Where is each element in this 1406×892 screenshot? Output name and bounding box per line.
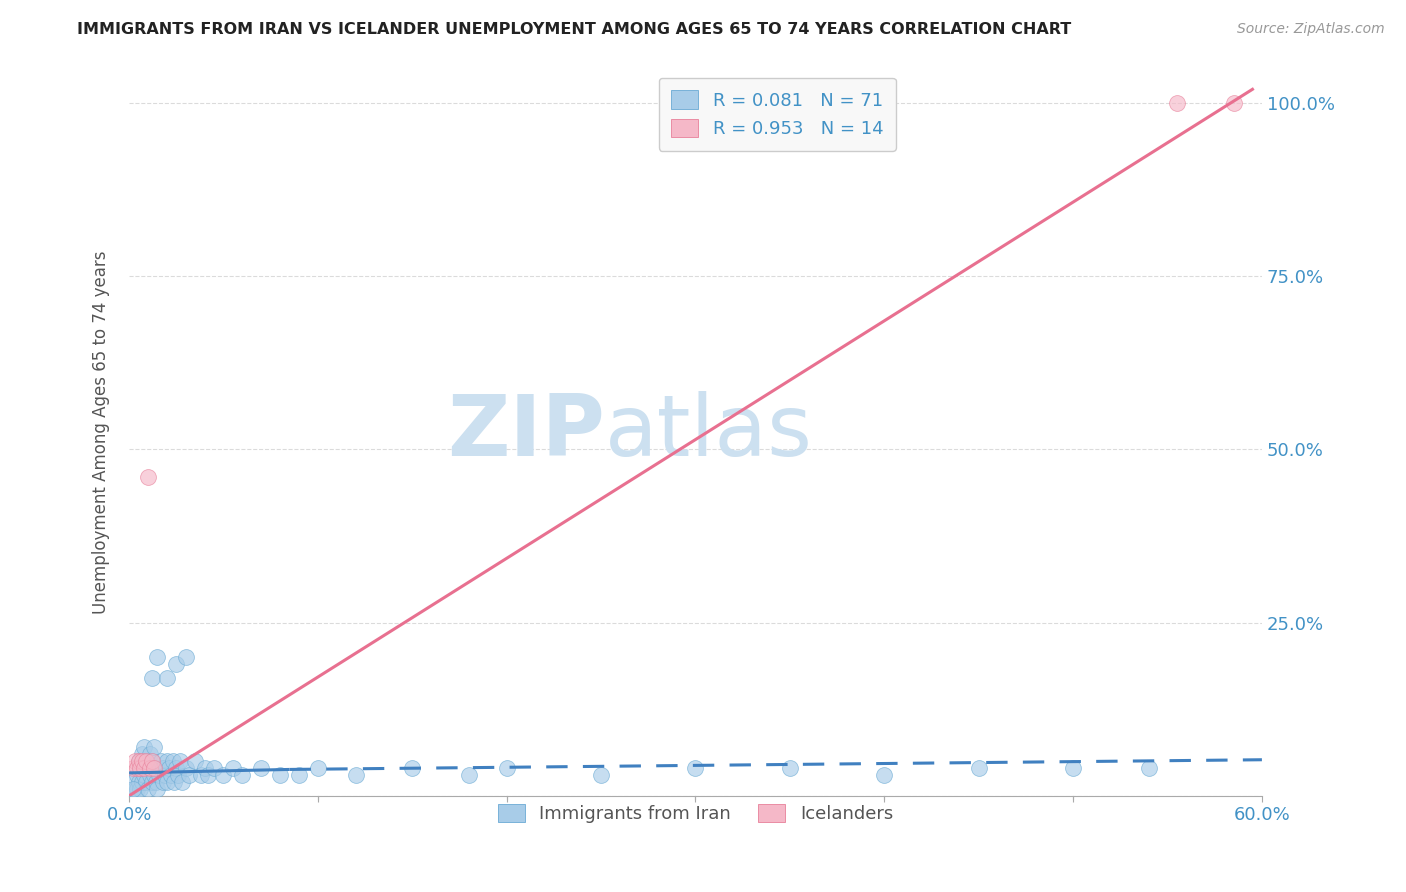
- Point: [967, 761, 990, 775]
- Point: [135, 754, 157, 768]
- Point: [307, 761, 329, 775]
- Point: [139, 747, 162, 762]
- Point: [167, 768, 190, 782]
- Point: [197, 768, 219, 782]
- Text: IMMIGRANTS FROM IRAN VS ICELANDER UNEMPLOYMENT AMONG AGES 65 TO 74 YEARS CORRELA: IMMIGRANTS FROM IRAN VS ICELANDER UNEMPL…: [77, 22, 1071, 37]
- Point: [194, 761, 217, 775]
- Point: [142, 740, 165, 755]
- Point: [269, 768, 291, 782]
- Point: [124, 754, 146, 768]
- Point: [212, 768, 235, 782]
- Point: [136, 761, 159, 775]
- Point: [288, 768, 311, 782]
- Point: [873, 768, 896, 782]
- Point: [125, 761, 148, 775]
- Point: [129, 761, 152, 775]
- Point: [131, 754, 153, 768]
- Point: [591, 768, 613, 782]
- Point: [685, 761, 707, 775]
- Point: [135, 775, 157, 789]
- Point: [222, 761, 245, 775]
- Point: [169, 754, 191, 768]
- Point: [134, 761, 156, 775]
- Point: [131, 775, 153, 789]
- Point: [156, 754, 179, 768]
- Point: [152, 761, 174, 775]
- Point: [165, 657, 187, 672]
- Point: [495, 761, 517, 775]
- Point: [184, 754, 207, 768]
- Point: [190, 768, 212, 782]
- Point: [125, 781, 148, 796]
- Point: [156, 671, 179, 685]
- Text: atlas: atlas: [605, 391, 813, 474]
- Point: [139, 768, 162, 782]
- Point: [128, 754, 150, 768]
- Point: [165, 761, 187, 775]
- Point: [129, 761, 152, 775]
- Point: [136, 470, 159, 484]
- Point: [779, 761, 801, 775]
- Point: [142, 768, 165, 782]
- Point: [231, 768, 253, 782]
- Point: [458, 768, 481, 782]
- Y-axis label: Unemployment Among Ages 65 to 74 years: Unemployment Among Ages 65 to 74 years: [93, 251, 110, 614]
- Point: [134, 740, 156, 755]
- Text: ZIP: ZIP: [447, 391, 605, 474]
- Point: [131, 747, 153, 762]
- Point: [141, 775, 163, 789]
- Point: [1166, 96, 1188, 111]
- Point: [1062, 761, 1084, 775]
- Point: [135, 754, 157, 768]
- Point: [145, 775, 167, 789]
- Point: [153, 768, 176, 782]
- Point: [162, 754, 184, 768]
- Point: [128, 775, 150, 789]
- Point: [152, 775, 174, 789]
- Point: [344, 768, 367, 782]
- Point: [139, 761, 162, 775]
- Point: [159, 768, 181, 782]
- Point: [401, 761, 423, 775]
- Point: [129, 781, 152, 796]
- Point: [121, 761, 143, 775]
- Legend: Immigrants from Iran, Icelanders: Immigrants from Iran, Icelanders: [491, 797, 900, 830]
- Point: [174, 761, 197, 775]
- Point: [146, 761, 169, 775]
- Point: [141, 754, 163, 768]
- Point: [163, 775, 186, 789]
- Point: [124, 781, 146, 796]
- Point: [136, 781, 159, 796]
- Point: [157, 761, 180, 775]
- Point: [121, 781, 143, 796]
- Point: [250, 761, 273, 775]
- Point: [1137, 761, 1160, 775]
- Point: [125, 768, 148, 782]
- Point: [1222, 96, 1244, 111]
- Point: [121, 775, 143, 789]
- Point: [128, 754, 150, 768]
- Text: Source: ZipAtlas.com: Source: ZipAtlas.com: [1237, 22, 1385, 37]
- Point: [141, 754, 163, 768]
- Point: [142, 761, 165, 775]
- Point: [150, 754, 173, 768]
- Point: [141, 671, 163, 685]
- Point: [146, 650, 169, 665]
- Point: [179, 768, 201, 782]
- Point: [146, 781, 169, 796]
- Point: [156, 775, 179, 789]
- Point: [202, 761, 225, 775]
- Point: [174, 650, 197, 665]
- Point: [170, 775, 193, 789]
- Point: [148, 768, 170, 782]
- Point: [134, 768, 156, 782]
